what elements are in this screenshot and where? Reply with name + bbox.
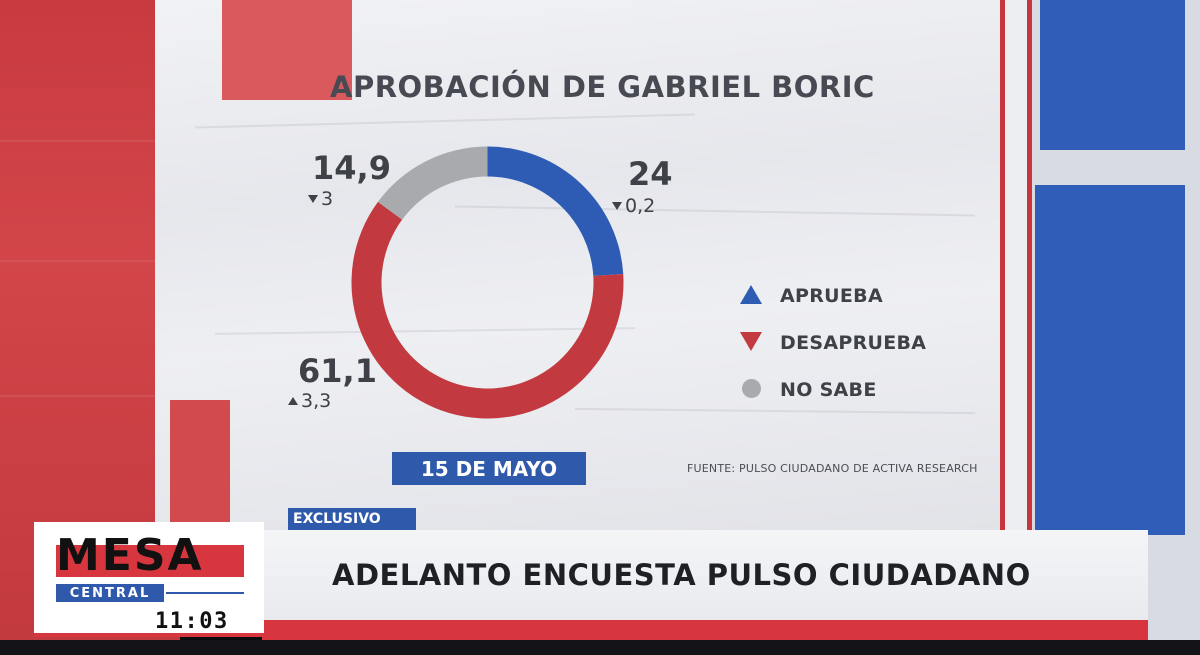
arrow-down-icon (308, 195, 318, 203)
logo-word-central: CENTRAL (56, 584, 164, 602)
value-label-no-sabe: 14,9 (312, 149, 391, 187)
right-blue-block-top (1040, 0, 1185, 150)
torn-red-patch (170, 400, 230, 530)
donut-slice-desaprueba (351, 201, 624, 419)
change-label-aprueba: 0,2 (612, 197, 655, 216)
headline-text: ADELANTO ENCUESTA PULSO CIUDADANO (332, 558, 1031, 592)
donut-chart (351, 146, 624, 419)
bottom-strip (0, 640, 1200, 655)
legend-item-desaprueba: DESAPRUEBA (740, 319, 926, 366)
clock-readout: 11:03 (155, 609, 229, 634)
value-label-desaprueba: 61,1 (298, 352, 377, 390)
lower-third-red-bar (262, 620, 1148, 640)
triangle-down-icon (740, 331, 762, 354)
donut-slice-aprueba (487, 146, 624, 276)
date-badge: 15 DE MAYO (392, 452, 586, 485)
legend-item-no-sabe: NO SABE (740, 366, 926, 413)
circle-icon (740, 378, 762, 401)
torn-red-patch (222, 0, 352, 100)
triangle-up-icon (740, 284, 762, 307)
arrow-down-icon (612, 202, 622, 210)
channel-logo (34, 522, 264, 637)
source-note: FUENTE: PULSO CIUDADANO DE ACTIVA RESEAR… (687, 462, 978, 475)
logo-bottom-bar (34, 633, 264, 637)
logo-divider (166, 592, 244, 594)
value-label-aprueba: 24 (628, 155, 673, 193)
right-white-stripe (1005, 0, 1027, 655)
change-label-no-sabe: 3 (308, 190, 333, 209)
chart-title: APROBACIÓN DE GABRIEL BORIC (330, 70, 875, 104)
arrow-up-icon (288, 397, 298, 405)
logo-word-mesa: MESA (56, 530, 204, 581)
lower-third-headline: ADELANTO ENCUESTA PULSO CIUDADANO (262, 530, 1148, 620)
donut-slice-no-sabe (377, 146, 488, 220)
logo-red-band (56, 545, 244, 577)
chart-legend: APRUEBA DESAPRUEBA NO SABE (740, 272, 926, 413)
change-label-desaprueba: 3,3 (288, 392, 331, 411)
right-blue-block-bottom (1035, 185, 1185, 535)
exclusive-tag: EXCLUSIVO (288, 508, 416, 530)
legend-item-aprueba: APRUEBA (740, 272, 926, 319)
